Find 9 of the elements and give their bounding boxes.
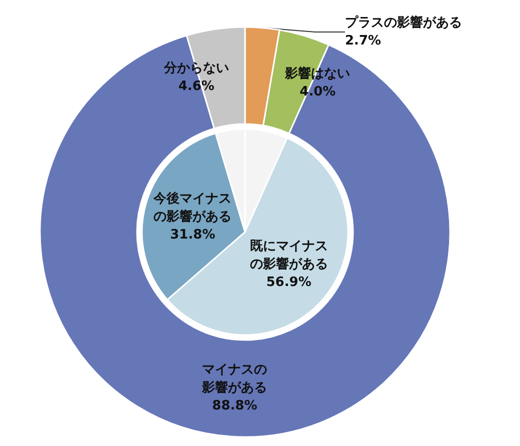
slice-label: 今後マイナスの影響がある [152,190,232,224]
slice-label: 既にマイナスの影響がある [250,238,328,272]
slice-label: プラスの影響がある [345,14,462,30]
slice-label: マイナスの影響がある [201,362,268,396]
slice-label: 分からない [162,61,229,76]
data-label: 88.8% [212,398,258,414]
data-label: 2.7% [345,34,382,48]
data-label: 56.9% [266,274,312,290]
data-label: 31.8% [170,227,216,242]
